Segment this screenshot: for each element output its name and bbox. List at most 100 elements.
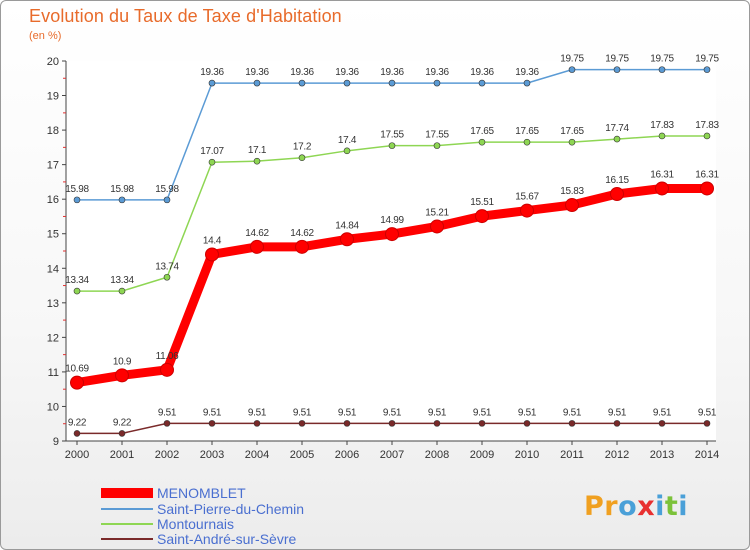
data-label: 19.75 [695, 54, 719, 65]
data-label: 9.22 [68, 417, 87, 428]
data-label: 14.4 [203, 235, 222, 246]
data-label: 9.51 [563, 407, 582, 418]
data-label: 19.36 [245, 67, 269, 78]
data-point [523, 79, 531, 87]
data-point [478, 79, 486, 87]
data-label: 13.34 [110, 275, 134, 286]
data-label: 13.74 [155, 261, 179, 272]
data-point [430, 219, 444, 234]
data-label: 9.51 [653, 407, 672, 418]
data-point [565, 198, 579, 213]
data-label: 17.65 [515, 126, 539, 137]
data-point [298, 420, 306, 427]
data-label: 9.22 [113, 417, 132, 428]
x-tick-label: 2009 [470, 449, 494, 461]
data-label: 15.98 [110, 184, 134, 195]
data-point [613, 66, 621, 73]
data-label: 9.51 [698, 407, 717, 418]
data-label: 15.21 [425, 207, 449, 218]
data-point [703, 66, 711, 73]
data-label: 10.9 [113, 356, 132, 367]
data-label: 9.51 [248, 407, 267, 418]
data-label: 9.51 [338, 407, 357, 418]
data-label: 13.34 [65, 275, 89, 286]
data-point [250, 239, 264, 254]
data-label: 17.65 [560, 126, 584, 137]
data-label: 15.83 [560, 186, 584, 197]
y-tick-label: 15 [47, 229, 59, 241]
data-point [205, 247, 219, 262]
x-tick-label: 2013 [650, 449, 674, 461]
data-point [388, 142, 396, 149]
data-label: 17.83 [695, 120, 719, 131]
y-tick-label: 14 [47, 263, 59, 275]
legend-item-montournais: Montournais [101, 517, 234, 531]
data-point [298, 79, 306, 87]
legend-item-saint-andre-sur-sevre: Saint-André-sur-Sèvre [101, 532, 296, 546]
data-point [73, 430, 81, 437]
data-point [658, 420, 666, 427]
data-point [253, 420, 261, 427]
data-label: 15.98 [65, 184, 89, 195]
data-label: 19.75 [560, 54, 584, 65]
data-point [295, 239, 309, 254]
proxiti-logo: Proxiti [584, 491, 688, 522]
data-label: 17.1 [248, 145, 267, 156]
data-point [340, 232, 354, 247]
x-tick-label: 2007 [380, 449, 404, 461]
x-tick-label: 2006 [335, 449, 359, 461]
legend-swatch [101, 538, 153, 540]
data-label: 19.36 [335, 67, 359, 78]
x-tick-label: 2008 [425, 449, 449, 461]
data-point [478, 138, 486, 146]
data-point [160, 362, 174, 377]
legend-label: Saint-André-sur-Sèvre [157, 531, 297, 547]
data-point [343, 79, 351, 87]
data-label: 9.51 [608, 407, 627, 418]
data-label: 15.51 [470, 197, 494, 208]
data-label: 14.84 [335, 220, 359, 231]
data-label: 9.51 [203, 407, 222, 418]
data-label: 14.62 [245, 228, 269, 239]
y-tick-label: 11 [48, 367, 59, 379]
unit-label: (en %) [29, 30, 62, 42]
data-label: 9.51 [473, 407, 492, 418]
data-point [343, 147, 351, 155]
data-label: 19.36 [425, 67, 449, 78]
logo-letter: i [678, 491, 689, 522]
data-label: 15.67 [515, 192, 539, 203]
data-label: 17.2 [293, 142, 312, 153]
y-tick-label: 12 [47, 332, 59, 344]
data-point [118, 287, 126, 295]
data-point [433, 420, 441, 427]
logo-letter: P [584, 491, 605, 522]
y-tick-label: 13 [47, 298, 59, 310]
y-tick-label: 16 [47, 194, 59, 206]
logo-letter: t [664, 491, 679, 522]
x-tick-label: 2010 [515, 449, 539, 461]
data-label: 10.69 [65, 364, 89, 375]
data-label: 16.31 [650, 169, 674, 180]
y-tick-label: 17 [47, 160, 59, 172]
data-point [523, 420, 531, 427]
data-label: 14.62 [290, 228, 314, 239]
legend-swatch [101, 488, 153, 498]
data-label: 14.99 [380, 215, 404, 226]
data-label: 17.65 [470, 126, 494, 137]
data-point [433, 142, 441, 149]
x-tick-label: 2001 [110, 449, 134, 461]
x-tick-label: 2003 [200, 449, 224, 461]
data-point [655, 181, 669, 196]
x-tick-label: 2014 [695, 449, 719, 461]
data-point [208, 158, 216, 166]
data-label: 17.07 [200, 146, 224, 157]
data-label: 9.51 [158, 407, 177, 418]
x-tick-label: 2004 [245, 449, 269, 461]
data-point [613, 420, 621, 427]
logo-letter: r [604, 491, 619, 522]
plot-area [66, 61, 716, 441]
legend-item-menomblet: MENOMBLET [101, 486, 246, 500]
data-point [253, 79, 261, 87]
